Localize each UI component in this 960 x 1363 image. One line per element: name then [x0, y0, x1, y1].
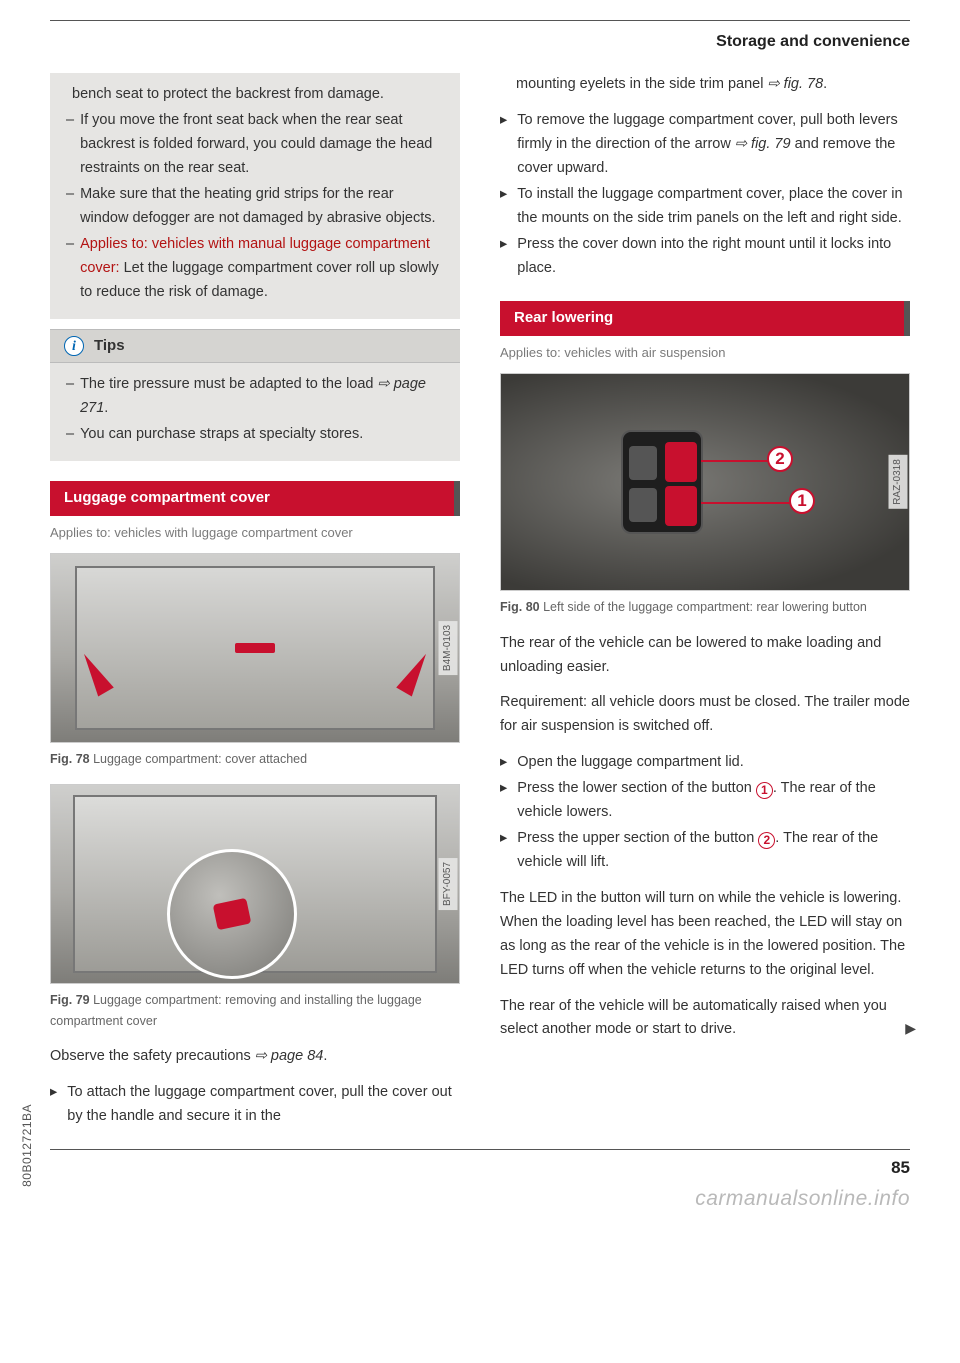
- tips-header: i Tips: [50, 329, 460, 364]
- detail-circle-icon: [167, 849, 297, 979]
- step-text: Open the luggage compartment lid.: [517, 751, 744, 775]
- arrow-icon: [396, 650, 434, 697]
- continuation-text: mounting eyelets in the side trim panel …: [500, 73, 910, 97]
- callout-1-icon: 1: [789, 488, 815, 514]
- page-xref: ⇨ page 84: [255, 1048, 324, 1064]
- callout-line-icon: [701, 460, 771, 463]
- figure-80: 2 1 RAZ-0318: [500, 373, 910, 591]
- button-panel-icon: [621, 430, 703, 534]
- list-text: The tire pressure must be adapted to the…: [80, 373, 444, 421]
- aux-button-icon: [629, 488, 657, 522]
- figure-xref: ⇨ fig. 79: [735, 136, 791, 152]
- step-text: Press the upper section of the button 2.…: [517, 827, 910, 875]
- step-text: To remove the luggage compartment cover,…: [517, 109, 910, 181]
- list-text: Applies to: vehicles with manual luggage…: [80, 233, 444, 305]
- figure-code: BFY-0057: [439, 858, 458, 910]
- section-heading: Rear lowering: [500, 301, 910, 336]
- figure-caption: Fig. 78 Luggage compartment: cover attac…: [50, 749, 460, 770]
- step-marker-icon: ▸: [500, 777, 507, 825]
- callout-1-inline: 1: [756, 782, 773, 799]
- list-bullet: –: [66, 109, 74, 181]
- step-marker-icon: ▸: [500, 827, 507, 875]
- list-text: bench seat to protect the backrest from …: [72, 83, 384, 107]
- callout-2-icon: 2: [767, 446, 793, 472]
- list-text: You can purchase straps at specialty sto…: [80, 423, 363, 447]
- step-marker-icon: ▸: [500, 751, 507, 775]
- section-header: Storage and convenience: [50, 29, 910, 55]
- body-text: Observe the safety precautions ⇨ page 84…: [50, 1045, 460, 1069]
- continue-arrow-icon: ▶: [905, 1017, 916, 1040]
- tips-box: – The tire pressure must be adapted to t…: [50, 363, 460, 461]
- list-bullet: –: [66, 373, 74, 421]
- list-bullet: –: [66, 423, 74, 447]
- right-column: mounting eyelets in the side trim panel …: [500, 73, 910, 1131]
- figure-code: RAZ-0318: [889, 455, 908, 509]
- applies-to-label: Applies to: vehicles with air suspension: [500, 342, 910, 363]
- lower-button-icon: [665, 486, 697, 526]
- step-marker-icon: ▸: [500, 233, 507, 281]
- page-number: 85: [695, 1154, 910, 1182]
- step-text: Press the cover down into the right moun…: [517, 233, 910, 281]
- release-lever-icon: [213, 898, 252, 931]
- list-bullet: –: [66, 233, 74, 305]
- body-text: The rear of the vehicle can be lowered t…: [500, 632, 910, 680]
- figure-78: B4M-0103: [50, 553, 460, 743]
- step-text: Press the lower section of the button 1.…: [517, 777, 910, 825]
- list-bullet: –: [66, 183, 74, 231]
- aux-button-icon: [629, 446, 657, 480]
- body-text: The rear of the vehicle will be automati…: [500, 995, 910, 1043]
- applies-to-label: Applies to: vehicles with luggage compar…: [50, 522, 460, 543]
- figure-caption: Fig. 79 Luggage compartment: removing an…: [50, 990, 460, 1031]
- arrow-icon: [76, 650, 114, 697]
- body-text: Requirement: all vehicle doors must be c…: [500, 691, 910, 739]
- caution-box-continued: bench seat to protect the backrest from …: [50, 73, 460, 318]
- step-text: To attach the luggage compartment cover,…: [67, 1081, 460, 1129]
- raise-button-icon: [665, 442, 697, 482]
- callout-line-icon: [701, 502, 793, 505]
- figure-79: BFY-0057: [50, 784, 460, 984]
- step-marker-icon: ▸: [500, 109, 507, 181]
- figure-xref: ⇨ fig. 78: [767, 76, 823, 92]
- figure-caption: Fig. 80 Left side of the luggage compart…: [500, 597, 910, 618]
- step-marker-icon: ▸: [500, 183, 507, 231]
- step-marker-icon: ▸: [50, 1081, 57, 1129]
- watermark: carmanualsonline.info: [695, 1182, 910, 1217]
- callout-2-inline: 2: [758, 832, 775, 849]
- list-text: If you move the front seat back when the…: [80, 109, 444, 181]
- step-text: To install the luggage compartment cover…: [517, 183, 910, 231]
- tips-title: Tips: [94, 334, 125, 359]
- document-code: 80B012721BA: [18, 1104, 38, 1187]
- info-icon: i: [64, 336, 84, 356]
- list-text: Make sure that the heating grid strips f…: [80, 183, 444, 231]
- figure-code: B4M-0103: [439, 621, 458, 675]
- body-text: The LED in the button will turn on while…: [500, 887, 910, 983]
- cover-handle-icon: [235, 643, 275, 653]
- section-heading: Luggage compartment cover: [50, 481, 460, 516]
- left-column: bench seat to protect the backrest from …: [50, 73, 460, 1131]
